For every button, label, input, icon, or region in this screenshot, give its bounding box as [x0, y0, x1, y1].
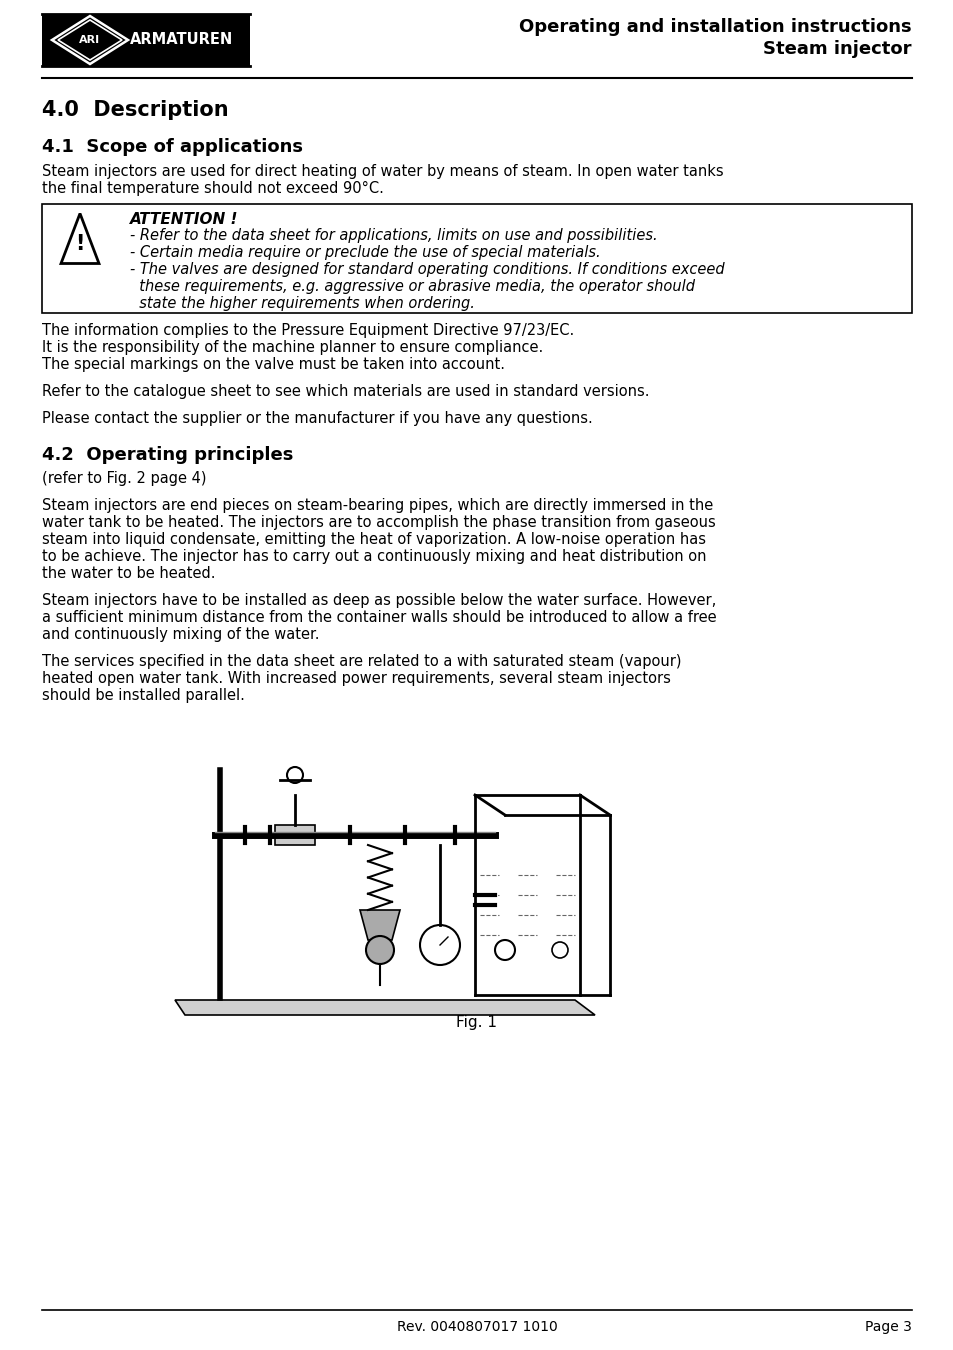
- Circle shape: [419, 925, 459, 965]
- Text: Operating and installation instructions: Operating and installation instructions: [518, 18, 911, 36]
- Bar: [42, 204, 911, 313]
- Text: Steam injectors are used for direct heating of water by means of steam. In open : Steam injectors are used for direct heat…: [42, 163, 723, 180]
- Bar: [274, 825, 314, 845]
- Text: these requirements, e.g. aggressive or abrasive media, the operator should: these requirements, e.g. aggressive or a…: [130, 279, 695, 294]
- Text: - Certain media require or preclude the use of special materials.: - Certain media require or preclude the …: [130, 244, 600, 261]
- Polygon shape: [359, 910, 399, 940]
- Text: Refer to the catalogue sheet to see which materials are used in standard version: Refer to the catalogue sheet to see whic…: [42, 383, 649, 400]
- Text: and continuously mixing of the water.: and continuously mixing of the water.: [42, 626, 319, 643]
- Text: Steam injectors have to be installed as deep as possible below the water surface: Steam injectors have to be installed as …: [42, 593, 716, 608]
- Text: to be achieve. The injector has to carry out a continuously mixing and heat dist: to be achieve. The injector has to carry…: [42, 549, 706, 564]
- Text: ATTENTION !: ATTENTION !: [130, 212, 238, 227]
- Text: state the higher requirements when ordering.: state the higher requirements when order…: [130, 296, 475, 310]
- Text: ARMATUREN: ARMATUREN: [131, 32, 233, 47]
- Text: 4.1  Scope of applications: 4.1 Scope of applications: [42, 138, 303, 157]
- Text: ARI: ARI: [79, 35, 100, 45]
- Text: water tank to be heated. The injectors are to accomplish the phase transition fr: water tank to be heated. The injectors a…: [42, 514, 715, 531]
- Text: should be installed parallel.: should be installed parallel.: [42, 688, 245, 703]
- Text: The special markings on the valve must be taken into account.: The special markings on the valve must b…: [42, 356, 504, 373]
- Text: steam into liquid condensate, emitting the heat of vaporization. A low-noise ope: steam into liquid condensate, emitting t…: [42, 532, 705, 547]
- Text: the final temperature should not exceed 90°C.: the final temperature should not exceed …: [42, 181, 383, 196]
- Text: heated open water tank. With increased power requirements, several steam injecto: heated open water tank. With increased p…: [42, 671, 670, 686]
- Circle shape: [366, 936, 394, 964]
- Text: - The valves are designed for standard operating conditions. If conditions excee: - The valves are designed for standard o…: [130, 262, 724, 277]
- Text: a sufficient minimum distance from the container walls should be introduced to a: a sufficient minimum distance from the c…: [42, 610, 716, 625]
- Polygon shape: [174, 1000, 595, 1015]
- Text: (refer to Fig. 2 page 4): (refer to Fig. 2 page 4): [42, 471, 206, 486]
- Text: the water to be heated.: the water to be heated.: [42, 566, 215, 580]
- Bar: [42, 14, 250, 66]
- Text: The services specified in the data sheet are related to a with saturated steam (: The services specified in the data sheet…: [42, 653, 680, 670]
- Text: Fig. 1: Fig. 1: [456, 1015, 497, 1030]
- Text: Steam injectors are end pieces on steam-bearing pipes, which are directly immers: Steam injectors are end pieces on steam-…: [42, 498, 713, 513]
- Text: It is the responsibility of the machine planner to ensure compliance.: It is the responsibility of the machine …: [42, 340, 542, 355]
- Text: Steam injector: Steam injector: [762, 40, 911, 58]
- Text: 4.2  Operating principles: 4.2 Operating principles: [42, 446, 294, 464]
- Text: 4.0  Description: 4.0 Description: [42, 100, 229, 120]
- Text: - Refer to the data sheet for applications, limits on use and possibilities.: - Refer to the data sheet for applicatio…: [130, 228, 657, 243]
- Text: !: !: [75, 234, 85, 254]
- Text: The information complies to the Pressure Equipment Directive 97/23/EC.: The information complies to the Pressure…: [42, 323, 574, 338]
- Text: Rev. 0040807017 1010: Rev. 0040807017 1010: [396, 1320, 557, 1334]
- Text: Page 3: Page 3: [864, 1320, 911, 1334]
- Text: Please contact the supplier or the manufacturer if you have any questions.: Please contact the supplier or the manuf…: [42, 410, 592, 427]
